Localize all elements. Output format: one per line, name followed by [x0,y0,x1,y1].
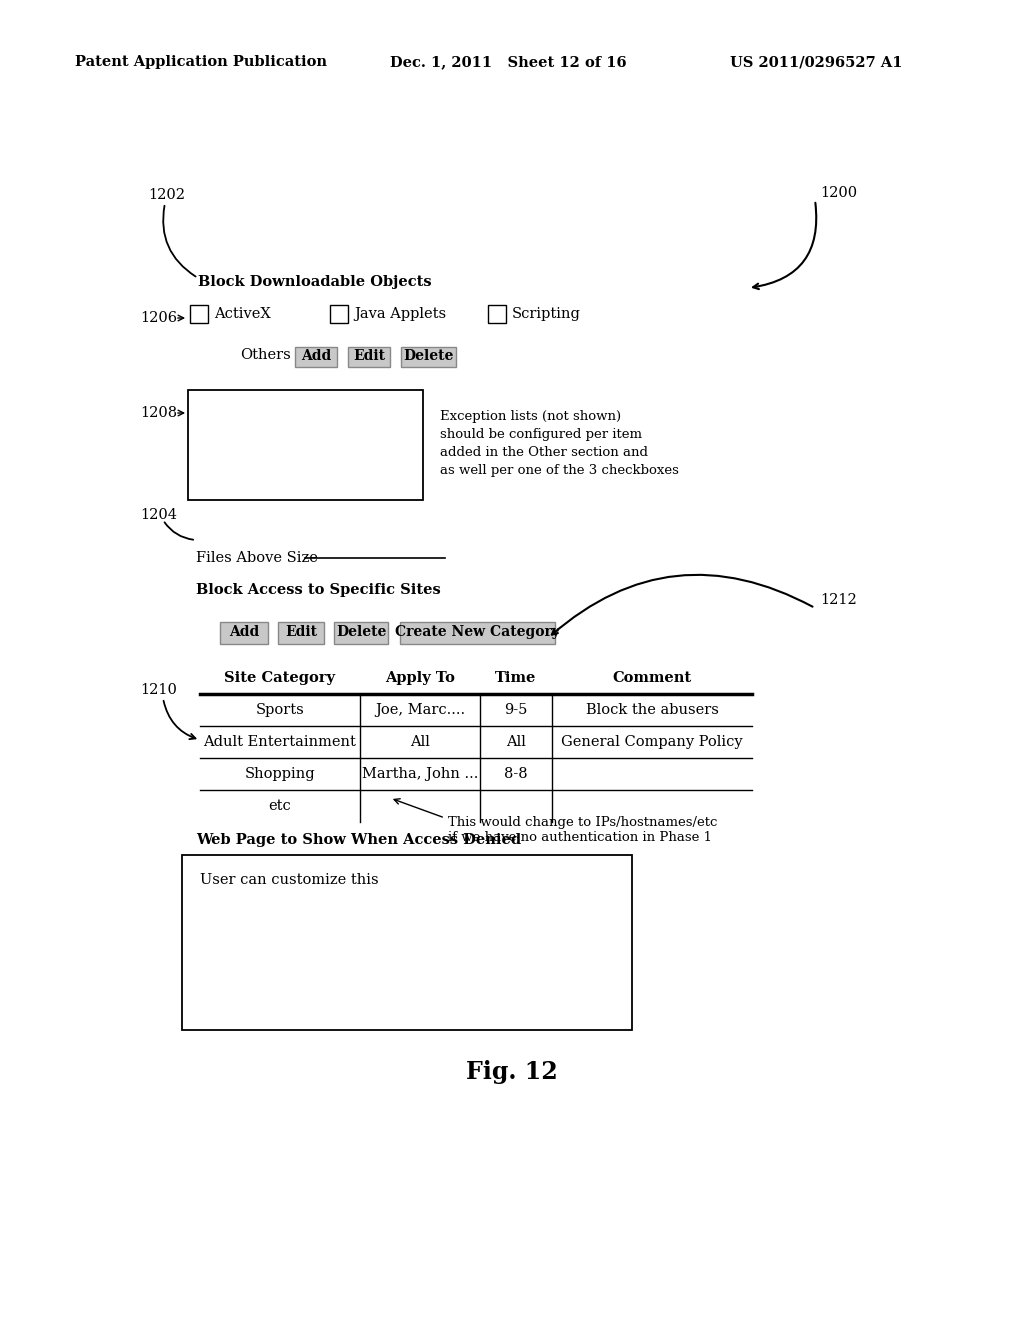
Text: All: All [506,735,526,748]
Bar [182,855,632,1030]
Text: 1212: 1212 [820,593,857,607]
Text: 1208: 1208 [140,407,177,420]
Text: Block Access to Specific Sites: Block Access to Specific Sites [196,583,440,597]
Bar [190,305,208,323]
Text: 1200: 1200 [820,186,857,201]
Bar [400,622,555,644]
Text: Web Page to Show When Access Denied: Web Page to Show When Access Denied [196,833,521,847]
Text: Add: Add [301,348,331,363]
Text: Comment: Comment [612,671,691,685]
Text: Edit: Edit [285,624,317,639]
Bar [401,347,456,367]
Text: General Company Policy: General Company Policy [561,735,742,748]
Bar [188,389,423,500]
Text: Edit: Edit [353,348,385,363]
Text: Java Applets: Java Applets [354,308,446,321]
Text: Patent Application Publication: Patent Application Publication [75,55,327,69]
Text: Adult Entertainment: Adult Entertainment [204,735,356,748]
Text: Others: Others [240,348,291,362]
Text: Dec. 1, 2011   Sheet 12 of 16: Dec. 1, 2011 Sheet 12 of 16 [390,55,627,69]
Text: This would change to IPs/hostnames/etc
if we have no authentication in Phase 1: This would change to IPs/hostnames/etc i… [449,816,718,843]
Text: Shopping: Shopping [245,767,315,781]
Bar [295,347,337,367]
Text: 1204: 1204 [140,508,177,521]
Text: 8-8: 8-8 [504,767,527,781]
Text: Apply To: Apply To [385,671,455,685]
Text: Fig. 12: Fig. 12 [466,1060,558,1084]
Text: Scripting: Scripting [512,308,581,321]
Bar [330,305,348,323]
Text: ActiveX: ActiveX [214,308,270,321]
Text: Delete: Delete [403,348,454,363]
Text: Site Category: Site Category [224,671,336,685]
Text: Joe, Marc....: Joe, Marc.... [375,704,465,717]
Bar [488,305,506,323]
Text: Files Above Size: Files Above Size [196,550,317,565]
Bar [278,622,324,644]
Text: 9-5: 9-5 [504,704,527,717]
Bar [334,622,388,644]
Text: Block Downloadable Objects: Block Downloadable Objects [198,275,432,289]
Text: 1210: 1210 [140,682,177,697]
Text: Create New Category: Create New Category [395,624,560,639]
Text: Exception lists (not shown)
should be configured per item
added in the Other sec: Exception lists (not shown) should be co… [440,411,679,477]
Text: Time: Time [496,671,537,685]
Text: Martha, John ...: Martha, John ... [361,767,478,781]
Text: 1206: 1206 [140,312,177,325]
Text: Block the abusers: Block the abusers [586,704,719,717]
Text: etc: etc [268,799,292,813]
Bar [348,347,390,367]
Text: Add: Add [229,624,259,639]
Text: US 2011/0296527 A1: US 2011/0296527 A1 [730,55,902,69]
Text: User can customize this: User can customize this [200,873,379,887]
Text: 1202: 1202 [148,187,185,202]
Text: Sports: Sports [256,704,304,717]
Text: All: All [410,735,430,748]
Bar [220,622,268,644]
Text: Delete: Delete [336,624,386,639]
